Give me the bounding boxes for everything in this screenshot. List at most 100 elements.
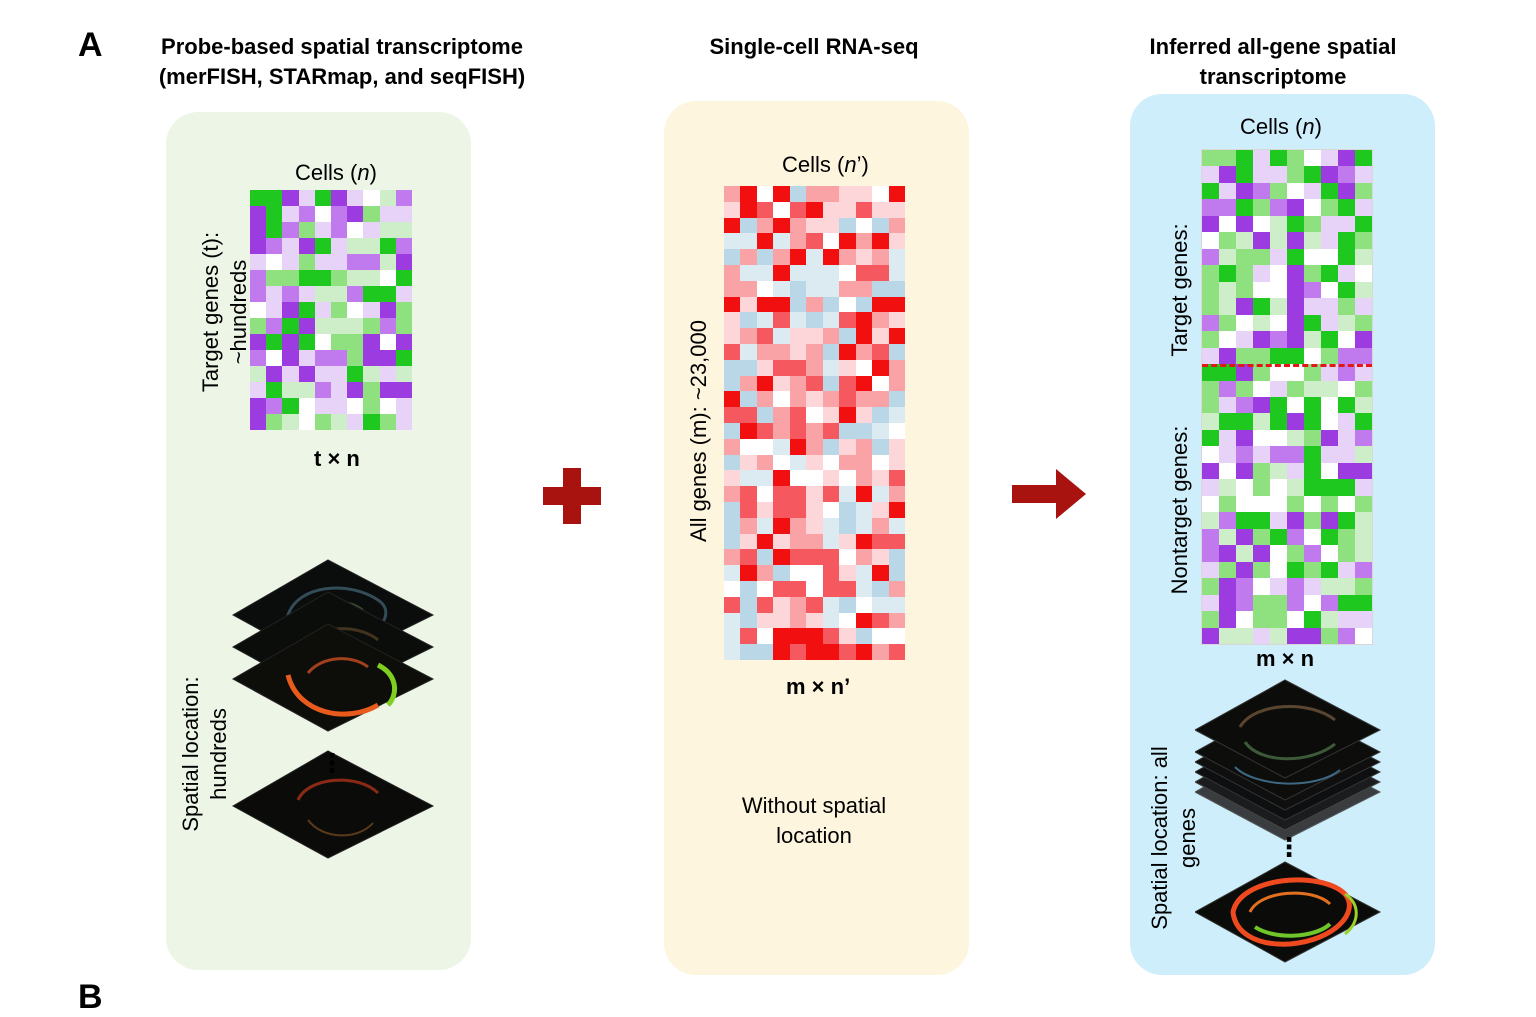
heatmap-cell	[282, 286, 299, 302]
heatmap-cell	[1236, 380, 1253, 397]
heatmap-cell	[1253, 314, 1270, 332]
heatmap-cell	[1338, 182, 1355, 200]
heatmap-cell	[822, 391, 840, 408]
heatmap-cell	[789, 359, 807, 376]
heatmap-cell	[839, 438, 856, 455]
heatmap-cell	[314, 350, 331, 366]
heatmap-cell	[888, 533, 905, 550]
inferred-spatial-label: Spatial location: all genes	[1147, 746, 1200, 930]
heatmap-cell	[1287, 347, 1304, 365]
heatmap-cell	[855, 470, 873, 487]
heatmap-cell	[789, 502, 807, 518]
heatmap-cell	[282, 334, 299, 350]
heatmap-cell	[331, 398, 348, 414]
heatmap-cell	[740, 549, 757, 566]
heatmap-cell	[740, 265, 757, 281]
heatmap-cell	[872, 249, 889, 265]
heatmap-cell	[298, 318, 315, 334]
heatmap-cell	[282, 270, 299, 286]
heatmap-cell	[347, 302, 364, 318]
heatmap-cell	[1253, 199, 1270, 216]
heatmap-cell	[1219, 215, 1236, 233]
heatmap-cell	[1321, 265, 1338, 282]
heatmap-cell	[1236, 331, 1253, 348]
heatmap-cell	[806, 312, 823, 329]
heatmap-cell	[347, 350, 364, 366]
heatmap-cell	[888, 217, 905, 234]
heatmap-cell	[1304, 561, 1321, 579]
heatmap-cell	[773, 644, 790, 660]
heatmap-cell	[855, 486, 873, 502]
heatmap-cell	[740, 533, 757, 550]
inferred-title: Inferred all-gene spatial transcriptome	[1149, 34, 1397, 89]
heatmap-cell	[740, 517, 757, 534]
heatmap-cell	[839, 486, 856, 502]
heatmap-cell	[1338, 528, 1355, 546]
heatmap-cell	[1236, 627, 1253, 644]
heatmap-cell	[789, 486, 807, 502]
heatmap-cell	[347, 206, 364, 222]
heatmap-cell	[1253, 347, 1270, 365]
heatmap-cell	[872, 612, 889, 629]
heatmap-cell	[855, 565, 873, 581]
heatmap-cell	[806, 328, 823, 344]
heatmap-cell	[1236, 265, 1253, 282]
heatmap-cell	[855, 596, 873, 613]
heatmap-cell	[756, 391, 774, 408]
heatmap-cell	[839, 549, 856, 566]
heatmap-cell	[806, 280, 823, 297]
heatmap-cell	[1338, 429, 1355, 447]
heatmap-cell	[822, 249, 840, 265]
heatmap-cell	[1304, 611, 1321, 628]
heatmap-cell	[773, 438, 790, 455]
heatmap-cell	[1287, 594, 1304, 612]
heatmap-cell	[756, 186, 774, 202]
heatmap-cell	[1287, 561, 1304, 579]
heatmap-cell	[1253, 380, 1270, 397]
heatmap-cell	[1270, 298, 1287, 315]
heatmap-cell	[379, 254, 396, 270]
heatmap-cell	[839, 186, 856, 202]
heatmap-cell	[789, 644, 807, 660]
heatmap-cell	[1202, 545, 1219, 562]
heatmap-cell	[298, 382, 315, 398]
tissue-slice	[1195, 679, 1382, 779]
heatmap-cell	[266, 222, 283, 238]
heatmap-cell	[855, 280, 873, 297]
heatmap-cell	[855, 644, 873, 660]
heatmap-cell	[1236, 413, 1253, 430]
heatmap-cell	[1219, 462, 1236, 480]
heatmap-cell	[855, 217, 873, 234]
heatmap-cell	[872, 565, 889, 581]
heatmap-cell	[282, 238, 299, 254]
heatmap-cell	[1287, 199, 1304, 216]
heatmap-cell	[855, 612, 873, 629]
heatmap-cell	[395, 318, 412, 334]
heatmap-cell	[1338, 611, 1355, 628]
heatmap-cell	[822, 644, 840, 660]
heatmap-cell	[1338, 150, 1355, 167]
heatmap-cell	[789, 249, 807, 265]
heatmap-cell	[1287, 380, 1304, 397]
heatmap-cell	[1236, 561, 1253, 579]
heatmap-cell	[756, 296, 774, 313]
heatmap-cell	[1287, 495, 1304, 513]
heatmap-cell	[331, 318, 348, 334]
heatmap-cell	[1304, 512, 1321, 529]
heatmap-cell	[1219, 182, 1236, 200]
heatmap-cell	[1202, 561, 1219, 579]
heatmap-cell	[1287, 446, 1304, 463]
heatmap-cell	[282, 366, 299, 382]
heatmap-cell	[363, 254, 380, 270]
heatmap-cell	[1236, 347, 1253, 365]
heatmap-cell	[1321, 232, 1338, 249]
heatmap-cell	[888, 391, 905, 408]
heatmap-cell	[756, 533, 774, 550]
heatmap-cell	[298, 366, 315, 382]
heatmap-cell	[282, 222, 299, 238]
heatmap-cell	[872, 233, 889, 250]
heatmap-cell	[806, 233, 823, 250]
heatmap-cell	[298, 414, 315, 430]
heatmap-cell	[347, 254, 364, 270]
heatmap-cell	[773, 470, 790, 487]
